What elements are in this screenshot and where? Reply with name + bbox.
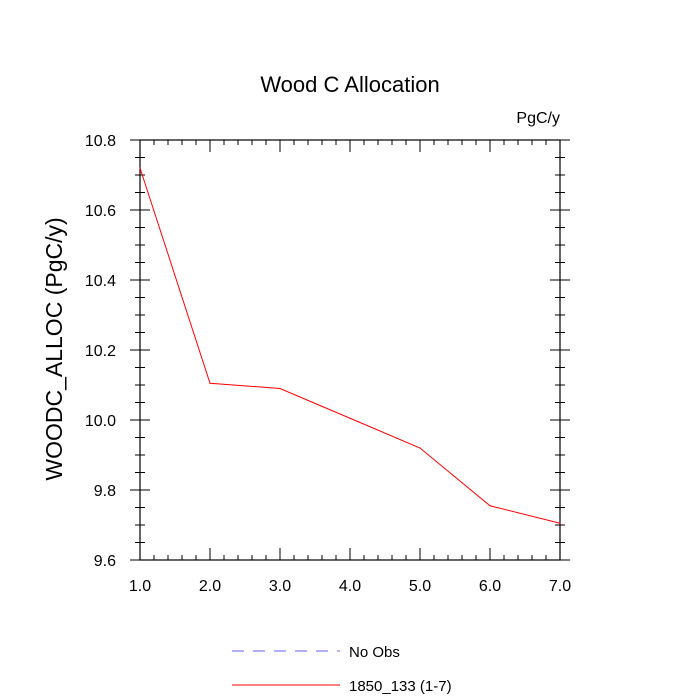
legend-label-no-obs: No Obs: [349, 644, 400, 661]
x-tick-label: 3.0: [269, 578, 291, 595]
series-point: [489, 505, 491, 507]
units-label: PgC/y: [516, 110, 560, 127]
chart-title: Wood C Allocation: [260, 72, 439, 97]
x-tick-label: 5.0: [409, 578, 431, 595]
y-tick-label: 9.8: [94, 483, 116, 500]
series-point: [419, 447, 421, 449]
y-tick-label: 10.4: [85, 273, 116, 290]
series-point: [559, 522, 561, 524]
y-tick-label: 10.2: [85, 343, 116, 360]
x-tick-label: 2.0: [199, 578, 221, 595]
series-point: [279, 387, 281, 390]
x-tick-label: 6.0: [479, 578, 501, 595]
series-point: [139, 167, 141, 169]
x-tick-label: 4.0: [339, 578, 361, 595]
y-tick-label: 10.8: [85, 133, 116, 150]
legend-label-1850-133: 1850_133 (1-7): [349, 678, 452, 695]
plot-frame: [139, 139, 561, 561]
series-layer: [139, 167, 561, 524]
series-point: [209, 382, 211, 384]
y-tick-label: 10.6: [85, 203, 116, 220]
tick-marks: [130, 139, 570, 561]
y-tick-label: 9.6: [94, 553, 116, 570]
series-line-0: [139, 167, 561, 524]
y-tick-label: 10.0: [85, 413, 116, 430]
legend: No Obs 1850_133 (1-7): [232, 644, 452, 695]
x-tick-label: 1.0: [129, 578, 151, 595]
y-axis-label: WOODC_ALLOC (PgC/y): [41, 217, 67, 480]
x-tick-label: 7.0: [549, 578, 571, 595]
series-point: [349, 417, 351, 419]
tick-labels: 1.0 2.0 3.0 4.0 5.0 6.0 7.0 9.6 9.8 10.0 10.2 10.4 1…: [85, 133, 571, 595]
